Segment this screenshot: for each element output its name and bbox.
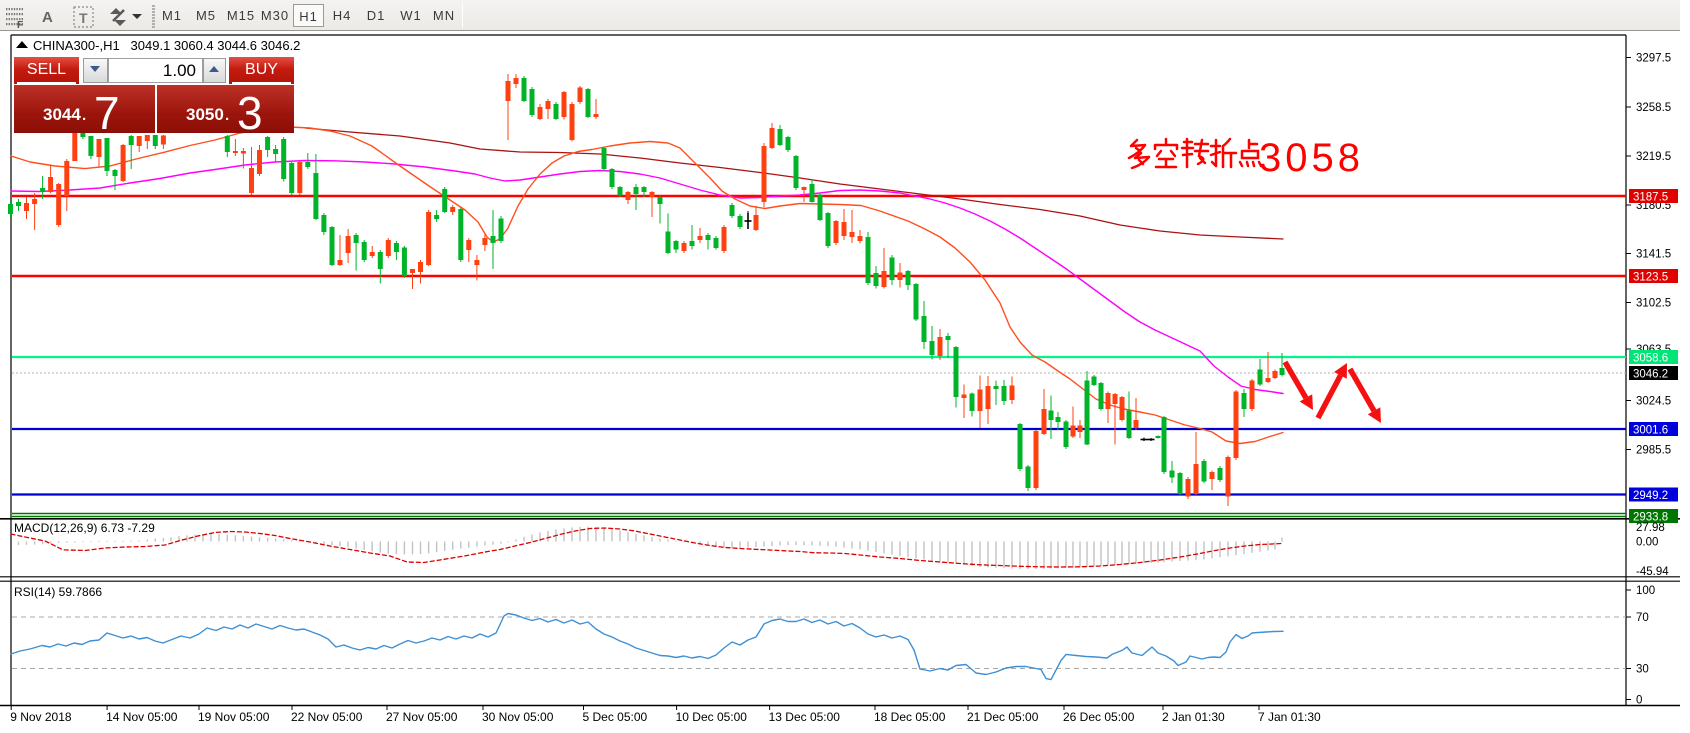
svg-text:3258.5: 3258.5 — [1636, 102, 1671, 114]
svg-text:2933.8: 2933.8 — [1633, 512, 1668, 524]
svg-text:7 Jan 01:30: 7 Jan 01:30 — [1258, 710, 1321, 724]
svg-text:22 Nov 05:00: 22 Nov 05:00 — [291, 710, 363, 724]
svg-text:T: T — [79, 10, 88, 26]
svg-text:26 Dec 05:00: 26 Dec 05:00 — [1063, 710, 1135, 724]
svg-text:9 Nov 2018: 9 Nov 2018 — [10, 710, 72, 724]
svg-text:70: 70 — [1636, 612, 1649, 624]
svg-text:3058.6: 3058.6 — [1633, 353, 1668, 365]
svg-text:19 Nov 05:00: 19 Nov 05:00 — [198, 710, 270, 724]
svg-text:5 Dec 05:00: 5 Dec 05:00 — [583, 710, 648, 724]
svg-text:A: A — [42, 9, 53, 26]
svg-text:0.00: 0.00 — [1636, 537, 1658, 549]
svg-text:2949.2: 2949.2 — [1633, 490, 1668, 502]
svg-text:10 Dec 05:00: 10 Dec 05:00 — [676, 710, 748, 724]
svg-text:30: 30 — [1636, 664, 1649, 676]
svg-text:-45.94: -45.94 — [1636, 566, 1669, 578]
svg-text:RSI(14) 59.7866: RSI(14) 59.7866 — [14, 585, 102, 599]
svg-text:30 Nov 05:00: 30 Nov 05:00 — [482, 710, 554, 724]
svg-text:3123.5: 3123.5 — [1633, 272, 1668, 284]
svg-text:27.98: 27.98 — [1636, 522, 1665, 534]
svg-text:F: F — [17, 20, 23, 31]
svg-text:13 Dec 05:00: 13 Dec 05:00 — [769, 710, 841, 724]
svg-text:14 Nov 05:00: 14 Nov 05:00 — [106, 710, 178, 724]
svg-text:3187.5: 3187.5 — [1633, 192, 1668, 204]
svg-text:3058: 3058 — [1259, 136, 1364, 180]
svg-text:2985.5: 2985.5 — [1636, 445, 1671, 457]
svg-text:3024.5: 3024.5 — [1636, 396, 1671, 408]
svg-text:3141.5: 3141.5 — [1636, 249, 1671, 261]
svg-text:3046.2: 3046.2 — [1633, 369, 1668, 381]
svg-text:18 Dec 05:00: 18 Dec 05:00 — [874, 710, 946, 724]
svg-text:CHINA300-,H1 3049.1 3060.4 3: CHINA300-,H1 3049.1 3060.4 3044.6 3046.2 — [33, 38, 300, 53]
svg-text:3001.6: 3001.6 — [1633, 425, 1668, 437]
svg-text:MACD(12,26,9) 6.73 -7.29: MACD(12,26,9) 6.73 -7.29 — [14, 521, 155, 535]
svg-text:3219.5: 3219.5 — [1636, 151, 1671, 163]
svg-text:27 Nov 05:00: 27 Nov 05:00 — [386, 710, 458, 724]
svg-text:2 Jan 01:30: 2 Jan 01:30 — [1162, 710, 1225, 724]
svg-text:3297.5: 3297.5 — [1636, 53, 1671, 65]
svg-text:3102.5: 3102.5 — [1636, 298, 1671, 310]
svg-text:21 Dec 05:00: 21 Dec 05:00 — [967, 710, 1039, 724]
svg-text:100: 100 — [1636, 585, 1655, 597]
svg-text:0: 0 — [1636, 695, 1642, 707]
